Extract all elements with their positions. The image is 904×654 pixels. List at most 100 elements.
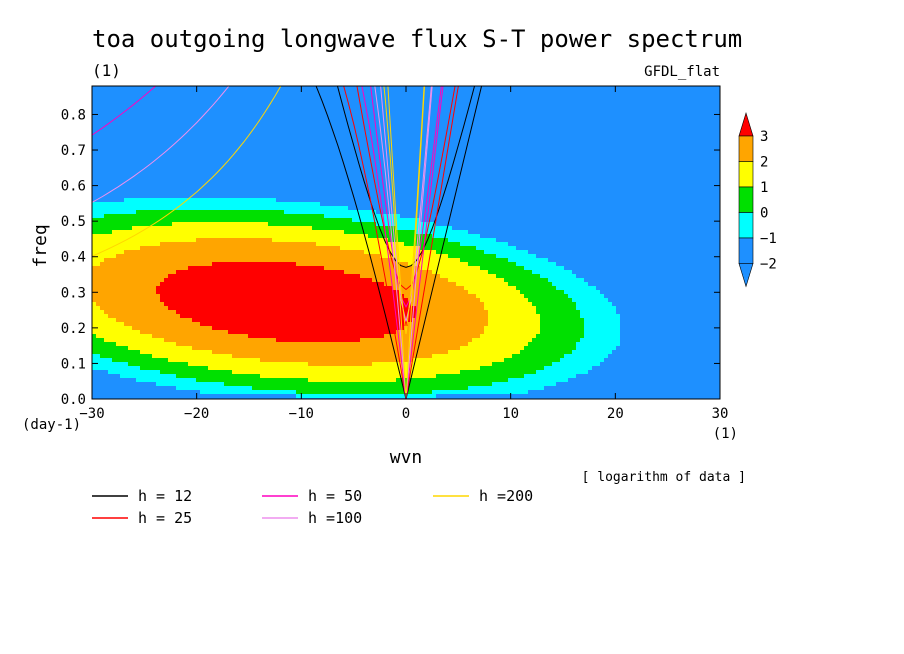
shade-cell xyxy=(584,110,589,115)
shade-cell xyxy=(592,154,597,159)
shade-cell xyxy=(176,146,181,151)
shade-cell xyxy=(480,166,485,171)
shade-cell xyxy=(584,94,589,99)
shade-cell xyxy=(232,94,237,99)
shade-cell xyxy=(588,106,593,111)
shade-cell xyxy=(184,114,189,119)
shade-cell xyxy=(124,158,129,163)
shade-cell xyxy=(556,126,561,131)
shade-cell xyxy=(404,154,409,159)
shade-cell xyxy=(240,170,245,175)
shade-cell xyxy=(516,186,521,191)
shade-cell xyxy=(292,90,297,95)
shade-cell xyxy=(288,110,293,115)
shade-cell xyxy=(308,98,313,103)
shade-cell xyxy=(536,106,541,111)
shade-cell xyxy=(496,210,501,215)
shade-cell xyxy=(516,194,521,199)
shade-cell xyxy=(404,166,409,171)
shade-cell xyxy=(352,190,357,195)
shade-cell xyxy=(368,166,373,171)
shade-cell xyxy=(572,162,577,167)
shade-cell xyxy=(652,102,657,107)
shade-cell xyxy=(604,158,609,163)
shade-cell xyxy=(280,182,285,187)
shade-cell xyxy=(676,202,681,207)
shade-cell xyxy=(652,182,657,187)
shade-cell xyxy=(620,138,625,143)
shade-cell xyxy=(372,146,377,151)
shade-cell xyxy=(252,190,257,195)
shade-cell xyxy=(292,186,297,191)
shade-cell xyxy=(688,102,693,107)
shade-cell xyxy=(452,150,457,155)
shade-cell xyxy=(644,170,649,175)
shade-cell xyxy=(460,114,465,119)
shade-cell xyxy=(284,178,289,183)
shade-cell xyxy=(284,162,289,167)
shade-cell xyxy=(200,206,205,211)
shade-cell xyxy=(340,126,345,131)
shade-cell xyxy=(272,202,277,207)
shade-cell xyxy=(504,190,509,195)
shade-cell xyxy=(348,170,353,175)
shade-cell xyxy=(396,202,401,207)
shade-cell xyxy=(356,198,361,203)
shade-cell xyxy=(296,126,301,131)
shade-cell xyxy=(96,154,101,159)
shade-cell xyxy=(492,166,497,171)
shade-cell xyxy=(204,150,209,155)
shade-cell xyxy=(408,178,413,183)
shade-cell xyxy=(216,138,221,143)
shade-cell xyxy=(116,182,121,187)
shade-cell xyxy=(240,166,245,171)
shade-cell xyxy=(660,190,665,195)
shade-cell xyxy=(616,146,621,151)
shade-cell xyxy=(268,114,273,119)
shade-cell xyxy=(136,186,141,191)
shade-cell xyxy=(420,174,425,179)
shade-cell xyxy=(404,182,409,187)
shade-cell xyxy=(328,150,333,155)
shade-cell xyxy=(252,150,257,155)
shade-cell xyxy=(432,182,437,187)
shade-cell xyxy=(116,90,121,95)
shade-cell xyxy=(572,94,577,99)
shade-cell xyxy=(692,106,697,111)
shade-cell xyxy=(136,190,141,195)
shade-cell xyxy=(188,122,193,127)
shade-cell xyxy=(128,126,133,131)
shade-cell xyxy=(320,90,325,95)
shade-cell xyxy=(636,130,641,135)
shade-cell xyxy=(676,178,681,183)
shade-cell xyxy=(388,174,393,179)
shade-cell xyxy=(288,114,293,119)
shade-cell xyxy=(620,150,625,155)
shade-cell xyxy=(260,154,265,159)
shade-cell xyxy=(392,146,397,151)
shade-cell xyxy=(304,182,309,187)
shade-cell xyxy=(172,206,177,211)
shade-cell xyxy=(176,102,181,107)
shade-cell xyxy=(480,194,485,199)
shade-cell xyxy=(580,158,585,163)
shade-cell xyxy=(292,158,297,163)
shade-cell xyxy=(332,102,337,107)
shade-cell xyxy=(124,118,129,123)
shade-cell xyxy=(216,170,221,175)
shade-cell xyxy=(508,134,513,139)
shade-cell xyxy=(244,86,249,91)
shade-cell xyxy=(404,98,409,103)
shade-cell xyxy=(364,150,369,155)
shade-cell xyxy=(108,166,113,171)
shade-cell xyxy=(308,166,313,171)
shade-cell xyxy=(104,114,109,119)
shade-cell xyxy=(556,146,561,151)
shade-cell xyxy=(100,206,105,211)
shade-cell xyxy=(676,94,681,99)
shade-cell xyxy=(540,94,545,99)
shade-cell xyxy=(696,202,701,207)
shade-cell xyxy=(552,170,557,175)
shade-cell xyxy=(584,174,589,179)
shade-cell xyxy=(696,182,701,187)
